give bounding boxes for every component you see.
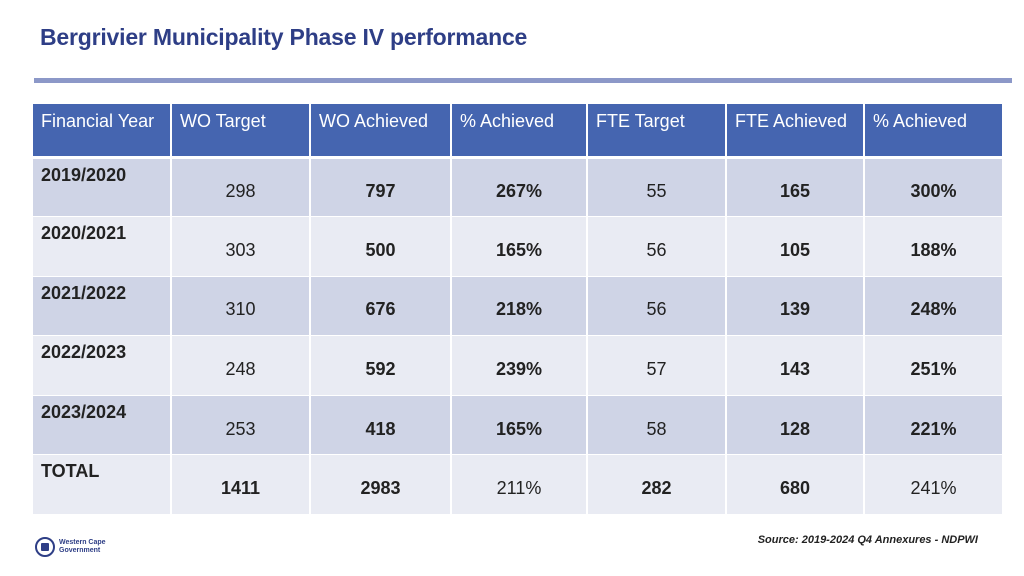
- cell-wo-target: 1411: [171, 454, 311, 516]
- cell-wo-target: 303: [171, 216, 311, 277]
- western-cape-government-logo: Western Cape Government: [35, 537, 106, 557]
- cell-fte-target: 55: [587, 157, 727, 218]
- cell-fte-percent: 241%: [864, 454, 1002, 516]
- cell-fte-target: 282: [587, 454, 727, 516]
- table-row: 2020/2021 303 500 165% 56 105 188%: [33, 216, 1002, 277]
- cell-wo-achieved: 2983: [310, 454, 452, 516]
- cell-financial-year: 2021/2022: [33, 276, 172, 337]
- cell-fte-target: 57: [587, 335, 727, 396]
- header-wo-percent-achieved: % Achieved: [451, 104, 588, 159]
- cell-fte-target: 56: [587, 276, 727, 337]
- cell-wo-target: 253: [171, 395, 311, 456]
- cell-financial-year: 2022/2023: [33, 335, 172, 396]
- page-title: Bergrivier Municipality Phase IV perform…: [40, 24, 528, 50]
- cell-wo-achieved: 500: [310, 216, 452, 277]
- coat-of-arms-icon: [35, 537, 55, 557]
- cell-fte-achieved: 143: [726, 335, 865, 396]
- cell-fte-target: 58: [587, 395, 727, 456]
- table-row: 2023/2024 253 418 165% 58 128 221%: [33, 395, 1002, 456]
- cell-fte-achieved: 165: [726, 157, 865, 218]
- cell-fte-percent: 248%: [864, 276, 1002, 337]
- cell-fte-percent: 251%: [864, 335, 1002, 396]
- cell-fte-achieved: 105: [726, 216, 865, 277]
- cell-wo-achieved: 676: [310, 276, 452, 337]
- cell-fte-achieved: 139: [726, 276, 865, 337]
- logo-line-2: Government: [59, 547, 101, 554]
- logo-line-1: Western Cape: [59, 539, 106, 546]
- cell-wo-target: 248: [171, 335, 311, 396]
- cell-fte-percent: 300%: [864, 157, 1002, 218]
- header-financial-year: Financial Year: [33, 104, 172, 159]
- cell-wo-achieved: 797: [310, 157, 452, 218]
- performance-table: Financial Year WO Target WO Achieved % A…: [33, 104, 1002, 516]
- cell-fte-percent: 188%: [864, 216, 1002, 277]
- cell-wo-target: 298: [171, 157, 311, 218]
- table-row-total: TOTAL 1411 2983 211% 282 680 241%: [33, 454, 1002, 516]
- cell-wo-percent: 165%: [451, 395, 588, 456]
- cell-financial-year: 2019/2020: [33, 157, 172, 218]
- cell-fte-percent: 221%: [864, 395, 1002, 456]
- cell-fte-achieved: 680: [726, 454, 865, 516]
- cell-fte-target: 56: [587, 216, 727, 277]
- header-wo-target: WO Target: [171, 104, 311, 159]
- cell-financial-year: 2020/2021: [33, 216, 172, 277]
- source-note: Source: 2019-2024 Q4 Annexures - NDPWI: [757, 534, 978, 546]
- table-row: 2021/2022 310 676 218% 56 139 248%: [33, 276, 1002, 337]
- cell-wo-target: 310: [171, 276, 311, 337]
- table-header-row: Financial Year WO Target WO Achieved % A…: [33, 104, 1002, 159]
- table-row: 2022/2023 248 592 239% 57 143 251%: [33, 335, 1002, 396]
- cell-wo-percent: 211%: [451, 454, 588, 516]
- logo-text: Western Cape Government: [59, 539, 106, 555]
- cell-wo-achieved: 418: [310, 395, 452, 456]
- cell-wo-percent: 165%: [451, 216, 588, 277]
- cell-wo-percent: 218%: [451, 276, 588, 337]
- cell-wo-percent: 239%: [451, 335, 588, 396]
- header-fte-percent-achieved: % Achieved: [864, 104, 1002, 159]
- header-fte-achieved: FTE Achieved: [726, 104, 865, 159]
- header-wo-achieved: WO Achieved: [310, 104, 452, 159]
- table-row: 2019/2020 298 797 267% 55 165 300%: [33, 157, 1002, 218]
- header-fte-target: FTE Target: [587, 104, 727, 159]
- cell-financial-year: 2023/2024: [33, 395, 172, 456]
- cell-wo-percent: 267%: [451, 157, 588, 218]
- cell-fte-achieved: 128: [726, 395, 865, 456]
- cell-wo-achieved: 592: [310, 335, 452, 396]
- cell-financial-year: TOTAL: [33, 454, 172, 516]
- title-divider: [34, 78, 1012, 83]
